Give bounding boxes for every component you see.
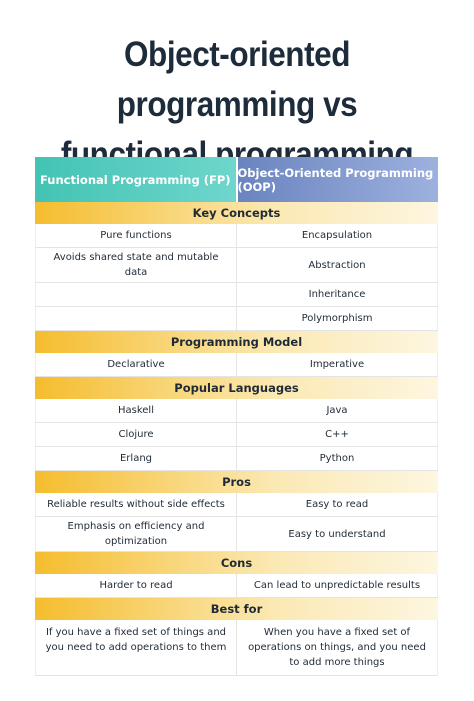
oop-cell: Easy to read (237, 493, 438, 516)
oop-cell: When you have a fixed set of operations … (237, 620, 438, 675)
column-header: Functional Programming (FP) (35, 157, 238, 202)
table-row: Clojure C++ (35, 423, 438, 447)
fp-cell: If you have a fixed set of things and yo… (35, 620, 237, 675)
section-header: Popular Languages (35, 377, 438, 399)
oop-cell: C++ (237, 423, 438, 446)
fp-cell: Avoids shared state and mutable data (35, 248, 237, 282)
oop-cell: Can lead to unpredictable results (237, 574, 438, 597)
table-row: Erlang Python (35, 447, 438, 471)
table-row: Reliable results without side effects Eas… (35, 493, 438, 517)
oop-cell: Abstraction (237, 248, 438, 282)
oop-cell: Encapsulation (237, 224, 438, 247)
fp-cell: Pure functions (35, 224, 237, 247)
section-header: Cons (35, 552, 438, 574)
fp-cell: Declarative (35, 353, 237, 376)
oop-cell: Easy to understand (237, 517, 438, 551)
section-header: Best for (35, 598, 438, 620)
fp-cell: Clojure (35, 423, 237, 446)
table-row: Harder to read Can lead to unpredictable … (35, 574, 438, 598)
table-row: Pure functions Encapsulation (35, 224, 438, 248)
fp-cell (35, 307, 237, 330)
fp-cell: Haskell (35, 399, 237, 422)
oop-cell: Java (237, 399, 438, 422)
oop-cell: Polymorphism (237, 307, 438, 330)
table-header: Functional Programming (FP) Object-Orien… (35, 157, 438, 202)
table-row: Haskell Java (35, 399, 438, 423)
oop-cell: Inheritance (237, 283, 438, 306)
fp-cell: Reliable results without side effects (35, 493, 237, 516)
section-header: Key Concepts (35, 202, 438, 224)
column-header: Object-Oriented Programming (OOP) (237, 157, 438, 202)
fp-cell (35, 283, 237, 306)
table-row: Declarative Imperative (35, 353, 438, 377)
section-header: Programming Model (35, 331, 438, 353)
oop-cell: Imperative (237, 353, 438, 376)
fp-cell: Erlang (35, 447, 237, 470)
table-row: Polymorphism (35, 307, 438, 331)
fp-cell: Emphasis on efficiency and optimization (35, 517, 237, 551)
table-row: Inheritance (35, 283, 438, 307)
comparison-table: Functional Programming (FP) Object-Orien… (35, 157, 438, 676)
table-row: If you have a fixed set of things and yo… (35, 620, 438, 676)
fp-cell: Harder to read (35, 574, 237, 597)
table-row: Avoids shared state and mutable data Abst… (35, 248, 438, 283)
table-row: Emphasis on efficiency and optimization E… (35, 517, 438, 552)
section-header: Pros (35, 471, 438, 493)
oop-cell: Python (237, 447, 438, 470)
